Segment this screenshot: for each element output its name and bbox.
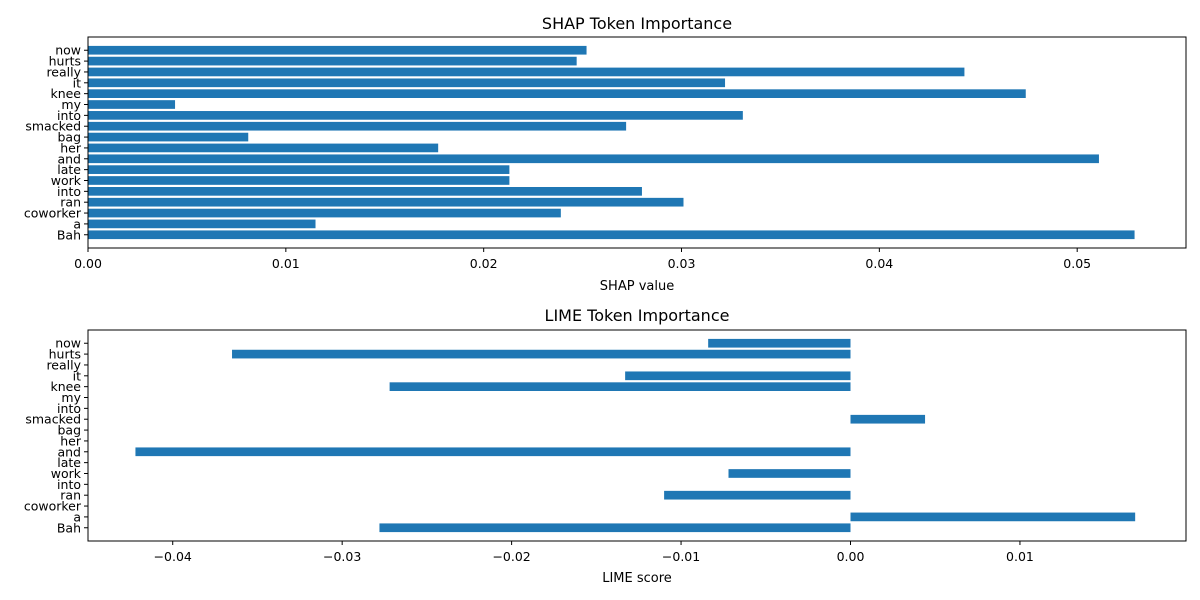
shap-xtick-label-1: 0.01 <box>272 256 300 271</box>
lime-xtick-label-4: 0.00 <box>837 549 865 564</box>
shap-chart-title: SHAP Token Importance <box>542 14 732 33</box>
lime-bar-7 <box>135 447 851 457</box>
shap-bar-2 <box>88 208 561 218</box>
lime-xtick-label-0: −0.04 <box>154 549 192 564</box>
shap-xtick-label-0: 0.00 <box>74 256 102 271</box>
lime-plot-frame <box>87 329 1187 542</box>
lime-bar-17 <box>708 338 851 348</box>
shap-ytick-label-16: hurts <box>49 54 81 69</box>
shap-ytick-label-11: into <box>57 108 81 123</box>
lime-ytick-label-0: Bah <box>57 520 81 535</box>
lime-bar-13 <box>389 382 851 391</box>
lime-bar-0 <box>379 523 851 533</box>
shap-ytick-label-15: really <box>46 64 81 79</box>
lime-bars <box>135 338 1136 533</box>
shap-x-axis-label: SHAP value <box>600 279 674 294</box>
shap-bar-11 <box>88 111 743 120</box>
lime-ytick-label-13: knee <box>50 379 81 394</box>
lime-ytick-label-10: smacked <box>25 412 81 427</box>
shap-plot-frame <box>87 36 1187 249</box>
lime-ytick-label-16: hurts <box>49 347 81 362</box>
lime-bar-10 <box>850 414 926 424</box>
shap-bar-10 <box>88 121 627 131</box>
shap-bar-15 <box>88 67 965 77</box>
lime-xtick-label-2: −0.02 <box>492 549 530 564</box>
lime-y-axis: Bahacoworkerranintoworklateandherbagsmac… <box>24 336 88 535</box>
lime-ytick-label-9: bag <box>57 423 81 438</box>
lime-bar-16 <box>232 349 851 359</box>
shap-y-axis: Bahacoworkerranintoworklateandherbagsmac… <box>24 43 88 242</box>
shap-bar-6 <box>88 165 510 174</box>
shap-x-axis: 0.00 0.01 0.02 0.03 0.04 0.05 <box>74 248 1091 271</box>
lime-ytick-label-15: really <box>46 357 81 372</box>
lime-xtick-label-5: 0.01 <box>1006 549 1034 564</box>
shap-ytick-label-1: a <box>73 216 81 231</box>
lime-bar-14 <box>625 371 851 381</box>
lime-xtick-label-3: −0.01 <box>662 549 700 564</box>
lime-ytick-label-6: late <box>57 455 81 470</box>
lime-ytick-label-5: work <box>51 466 82 481</box>
lime-ytick-label-8: her <box>60 433 82 448</box>
shap-ytick-label-5: work <box>51 173 82 188</box>
lime-xtick-label-1: −0.03 <box>323 549 361 564</box>
shap-bar-13 <box>88 89 1026 98</box>
lime-ytick-label-2: coworker <box>24 499 82 514</box>
lime-ytick-label-7: and <box>57 444 81 459</box>
shap-bar-16 <box>88 56 577 66</box>
shap-ytick-label-6: late <box>57 162 81 177</box>
shap-ytick-label-12: my <box>61 97 81 112</box>
lime-ytick-label-12: my <box>61 390 81 405</box>
shap-ytick-label-10: smacked <box>25 119 81 134</box>
lime-ytick-label-4: into <box>57 477 81 492</box>
lime-x-axis-label: LIME score <box>602 571 672 586</box>
shap-bar-14 <box>88 78 726 88</box>
shap-ytick-label-4: into <box>57 184 81 199</box>
shap-ytick-label-17: now <box>55 43 81 58</box>
shap-bars <box>88 45 1135 240</box>
lime-bar-3 <box>664 490 851 500</box>
shap-ytick-label-8: her <box>60 140 82 155</box>
shap-ytick-label-0: Bah <box>57 227 81 242</box>
shap-bar-4 <box>88 187 642 196</box>
shap-bar-9 <box>88 132 249 142</box>
shap-xtick-label-2: 0.02 <box>470 256 498 271</box>
lime-ytick-label-17: now <box>55 336 81 351</box>
shap-bar-17 <box>88 45 587 55</box>
shap-bar-7 <box>88 154 1099 164</box>
shap-bar-8 <box>88 143 439 153</box>
shap-bar-0 <box>88 230 1135 240</box>
shap-ytick-label-13: knee <box>50 86 81 101</box>
shap-ytick-label-7: and <box>57 151 81 166</box>
lime-x-axis: −0.04 −0.03 −0.02 −0.01 0.00 0.01 <box>154 541 1034 564</box>
lime-ytick-label-1: a <box>73 509 81 524</box>
shap-xtick-label-3: 0.03 <box>668 256 696 271</box>
shap-xtick-label-4: 0.04 <box>865 256 893 271</box>
lime-ytick-label-3: ran <box>60 488 81 503</box>
lime-bar-1 <box>850 512 1136 522</box>
lime-ytick-label-11: into <box>57 401 81 416</box>
shap-bar-5 <box>88 176 510 185</box>
lime-chart: LIME Token Importance Bahacoworkerranint… <box>24 306 1187 586</box>
shap-bar-1 <box>88 219 316 229</box>
lime-ytick-label-14: it <box>73 368 81 383</box>
shap-ytick-label-2: coworker <box>24 206 82 221</box>
lime-chart-title: LIME Token Importance <box>545 306 730 325</box>
shap-xtick-label-5: 0.05 <box>1063 256 1091 271</box>
lime-bar-5 <box>728 469 851 478</box>
shap-chart: SHAP Token Importance Bahacoworkerranint… <box>24 14 1187 294</box>
shap-bar-3 <box>88 197 684 207</box>
shap-bar-12 <box>88 100 176 109</box>
shap-ytick-label-9: bag <box>57 130 81 145</box>
shap-ytick-label-3: ran <box>60 195 81 210</box>
shap-ytick-label-14: it <box>73 75 81 90</box>
